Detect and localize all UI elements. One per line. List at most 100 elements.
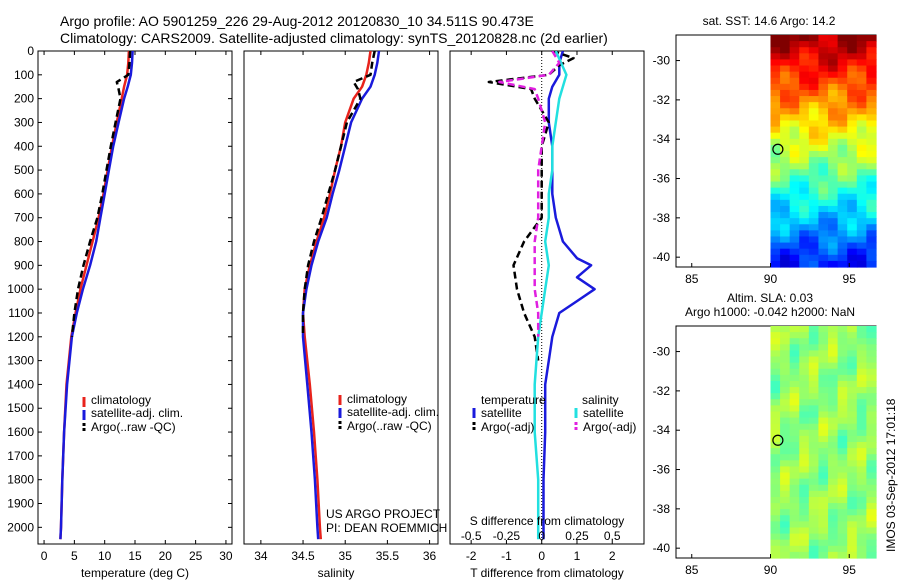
sst-cell xyxy=(847,77,858,85)
sla-cell xyxy=(808,503,820,510)
sst-cell xyxy=(799,114,810,122)
sst-cell xyxy=(866,102,877,109)
sla-cell xyxy=(856,503,868,510)
sst-cell xyxy=(808,108,820,115)
sla-cell xyxy=(818,429,829,437)
sst-cell xyxy=(808,65,820,73)
sst-cell xyxy=(856,224,868,231)
sst-cell xyxy=(799,157,810,164)
s-x-tick-label: 36 xyxy=(423,549,437,563)
sst-cell xyxy=(866,35,877,42)
sst-cell xyxy=(808,35,820,42)
sst-cell xyxy=(856,102,868,109)
sla-cell xyxy=(799,411,810,419)
sst-cell xyxy=(837,193,848,201)
sla-cell xyxy=(847,466,858,474)
sla-cell xyxy=(828,435,839,443)
depth-tick-label: 1000 xyxy=(7,282,34,296)
sla-cell xyxy=(818,356,829,364)
sst-cell xyxy=(780,96,791,103)
sst-cell xyxy=(847,96,858,103)
sst-cell xyxy=(780,205,791,213)
sla-cell xyxy=(828,448,839,455)
sst-cell xyxy=(789,199,800,207)
sla-cell xyxy=(789,380,800,388)
sst-cell xyxy=(837,151,848,158)
sst-cell xyxy=(837,47,848,54)
sla-cell xyxy=(799,490,810,498)
sla-cell xyxy=(799,527,810,535)
sst-cell xyxy=(770,71,781,79)
sla-cell xyxy=(856,454,868,461)
sla-cell xyxy=(808,551,820,559)
sla-cell xyxy=(866,460,877,468)
sla-cell xyxy=(780,374,791,382)
sla-cell xyxy=(780,454,791,461)
sla-cell xyxy=(808,484,820,492)
sla-cell xyxy=(837,387,848,394)
sst-cell xyxy=(818,83,829,91)
sla-cell xyxy=(808,399,820,406)
sla-cell xyxy=(818,368,829,376)
sst-cell xyxy=(818,248,829,256)
sst-cell xyxy=(828,169,839,177)
sst-cell xyxy=(789,96,800,103)
sla-cell xyxy=(770,356,781,364)
sla-cell xyxy=(837,521,848,529)
credit-line-1: US ARGO PROJECT xyxy=(326,507,441,521)
sla-cell xyxy=(837,533,848,541)
salinity-x-ticks: 34 34.5 35 35.5 36 xyxy=(254,51,437,563)
sla-cell xyxy=(866,472,877,480)
sst-cell xyxy=(856,77,868,85)
sla-cell xyxy=(856,417,868,425)
sst-cell xyxy=(847,181,858,189)
sla-cell xyxy=(818,472,829,480)
sla-cell xyxy=(828,344,839,352)
sla-cell xyxy=(837,515,848,522)
sla-cell xyxy=(866,515,877,522)
sst-cell xyxy=(808,138,820,146)
sst-cell xyxy=(789,77,800,85)
sst-cell xyxy=(780,236,791,244)
sla-cell xyxy=(808,356,820,364)
sla-cell xyxy=(856,478,868,486)
sla-cell xyxy=(866,374,877,382)
sla-cell xyxy=(856,399,868,406)
sla-cell xyxy=(789,490,800,498)
sst-cell xyxy=(808,212,820,219)
sla-cell xyxy=(866,399,877,406)
sla-cell xyxy=(847,368,858,376)
sst-cell xyxy=(799,248,810,256)
sla-cell xyxy=(828,490,839,498)
sst-cell xyxy=(818,236,829,244)
sst-map-ticks: 85 90 95 -30 -32 -34 -36 -38 -40 xyxy=(653,54,857,286)
sla-cell xyxy=(770,533,781,541)
sla-cell xyxy=(828,356,839,364)
sst-y-tick-label: -36 xyxy=(653,172,671,186)
sla-cell xyxy=(837,490,848,498)
sla-cell xyxy=(770,509,781,516)
sst-cell xyxy=(808,218,820,225)
sst-cell xyxy=(818,65,829,73)
depth-tick-label: 100 xyxy=(14,68,34,82)
sla-cell xyxy=(770,344,781,352)
sla-cell xyxy=(847,417,858,425)
sla-cell xyxy=(866,509,877,516)
sla-cell xyxy=(856,405,868,413)
t-x-tick-label: 15 xyxy=(128,549,142,563)
sla-cell xyxy=(828,460,839,468)
t-x-tick-label: 5 xyxy=(71,549,78,563)
sla-cell xyxy=(856,326,868,333)
sla-cell xyxy=(856,368,868,376)
sst-cell xyxy=(847,175,858,183)
sst-cell xyxy=(799,65,810,73)
sla-cell xyxy=(856,429,868,437)
sst-cell xyxy=(780,248,791,256)
sla-cell xyxy=(847,374,858,382)
sst-cell xyxy=(856,144,868,152)
sst-cell xyxy=(866,224,877,231)
sst-cell xyxy=(789,157,800,164)
sst-cell xyxy=(808,175,820,183)
sla-cell xyxy=(818,393,829,400)
sla-cell xyxy=(799,344,810,352)
